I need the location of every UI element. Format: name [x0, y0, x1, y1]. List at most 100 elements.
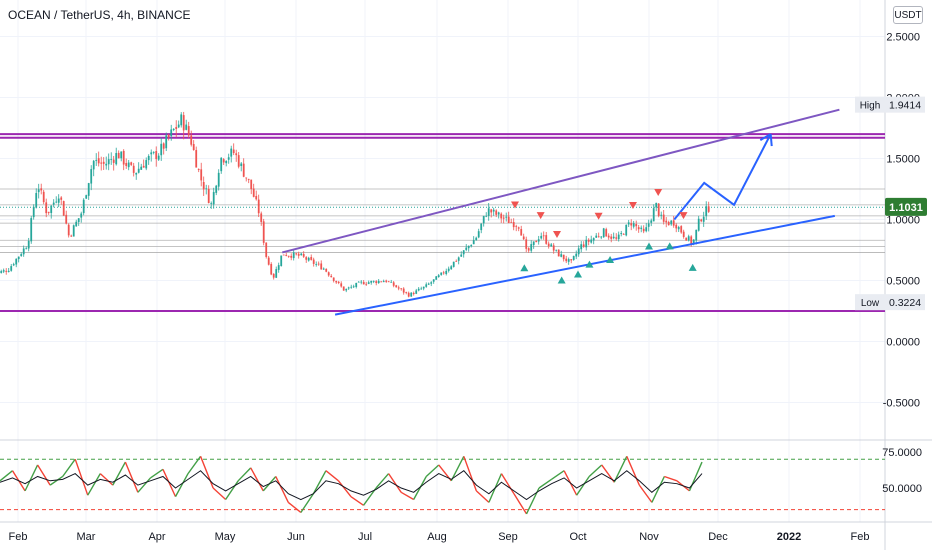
candle-body: [572, 256, 575, 260]
candle-body: [102, 161, 105, 164]
candle-body: [697, 218, 700, 231]
candle-body: [600, 236, 603, 238]
oscillator-fast-segment: [124, 461, 139, 493]
price-tick-label: 0.5000: [886, 276, 920, 288]
candle-body: [660, 214, 663, 216]
currency-selector[interactable]: USDT: [893, 6, 923, 24]
candle-body: [607, 235, 610, 238]
candle-body: [470, 245, 473, 247]
oscillator-fast-segment: [199, 456, 214, 489]
time-tick-label: 2022: [777, 531, 801, 543]
candle-body: [117, 152, 120, 159]
candle-body: [75, 221, 78, 227]
candle-body: [462, 250, 465, 255]
oscillator-fast-segment: [237, 467, 252, 482]
candle-body: [32, 206, 35, 218]
candle-body: [217, 172, 220, 187]
candle-body: [422, 286, 425, 289]
low-tag-label: Low: [861, 298, 880, 309]
candle-body: [42, 191, 45, 203]
oscillator-fast-segment: [651, 476, 666, 503]
candle-body: [690, 236, 693, 245]
sell-signal-marker: [679, 212, 688, 220]
candle-body: [680, 226, 683, 233]
candle-body: [392, 282, 395, 286]
candle-body: [512, 222, 515, 228]
oscillator-fast-segment: [664, 475, 678, 482]
candle-body: [165, 135, 168, 149]
candle-body: [440, 272, 443, 275]
candle-body: [282, 254, 285, 256]
candle-body: [122, 150, 125, 165]
oscillator-fast-segment: [325, 470, 339, 482]
candle-body: [340, 283, 343, 287]
candle-body: [142, 165, 145, 168]
candle-body: [357, 281, 360, 283]
candle-body: [367, 282, 370, 284]
buy-signal-marker: [665, 242, 674, 250]
candle-body: [190, 135, 193, 145]
candle-body: [100, 162, 103, 164]
oscillator-fast-segment: [74, 458, 89, 496]
candle-body: [430, 282, 433, 284]
candle-body: [167, 135, 170, 138]
oscillator-fast-segment: [225, 480, 239, 500]
candle-body: [417, 288, 420, 291]
candle-body: [645, 227, 648, 232]
candle-body: [557, 249, 560, 257]
candle-body: [682, 231, 685, 237]
candle-body: [547, 243, 550, 247]
lower-channel-trendline: [334, 214, 836, 316]
candle-body: [390, 281, 393, 283]
candle-body: [407, 292, 410, 297]
oscillator-fast-segment: [551, 470, 565, 480]
candle-body: [277, 265, 280, 270]
high-tag-box: [855, 96, 885, 113]
candle-body: [617, 234, 620, 240]
candle-body: [585, 239, 588, 248]
oscillator-fast-segment: [312, 470, 327, 495]
candle-body: [580, 244, 583, 250]
candle-body: [5, 270, 8, 272]
oscillator-fast-segment: [174, 473, 189, 497]
candle-body: [155, 151, 158, 160]
candle-body: [432, 279, 435, 282]
price-tick-label: -0.5000: [883, 398, 920, 410]
candle-body: [225, 160, 228, 164]
oscillator-fast-segment: [87, 473, 101, 496]
candle-body: [185, 124, 188, 130]
candle-body: [7, 270, 10, 272]
candle-body: [520, 229, 523, 236]
candle-body: [517, 227, 520, 229]
candle-body: [515, 225, 518, 227]
candle-body: [455, 260, 458, 262]
time-tick-label: Aug: [427, 531, 447, 543]
oscillator-fast-segment: [337, 480, 352, 498]
oscillator-fast-segment: [350, 496, 364, 506]
candle-body: [2, 270, 5, 272]
candle-body: [370, 280, 373, 283]
trendlines: [282, 108, 840, 316]
candle-body: [250, 179, 253, 190]
sell-signal-marker: [511, 201, 519, 209]
price-tick-label: 2.5000: [886, 32, 920, 44]
candle-body: [510, 222, 513, 223]
candle-body: [550, 244, 553, 247]
candle-body: [670, 220, 673, 225]
candle-body: [387, 281, 390, 283]
candle-body: [527, 248, 530, 251]
candle-body: [35, 193, 38, 208]
time-tick-label: Oct: [569, 531, 586, 543]
candle-body: [157, 155, 160, 160]
candle-body: [265, 242, 268, 257]
candle-body: [280, 255, 283, 266]
candle-body: [380, 281, 383, 283]
candle-body: [497, 212, 500, 215]
candle-body: [267, 257, 270, 265]
candle-body: [230, 148, 233, 157]
price-candles: [0, 111, 710, 298]
oscillator-fast-segment: [513, 493, 528, 515]
candle-body: [525, 239, 528, 249]
candle-body: [57, 198, 60, 203]
